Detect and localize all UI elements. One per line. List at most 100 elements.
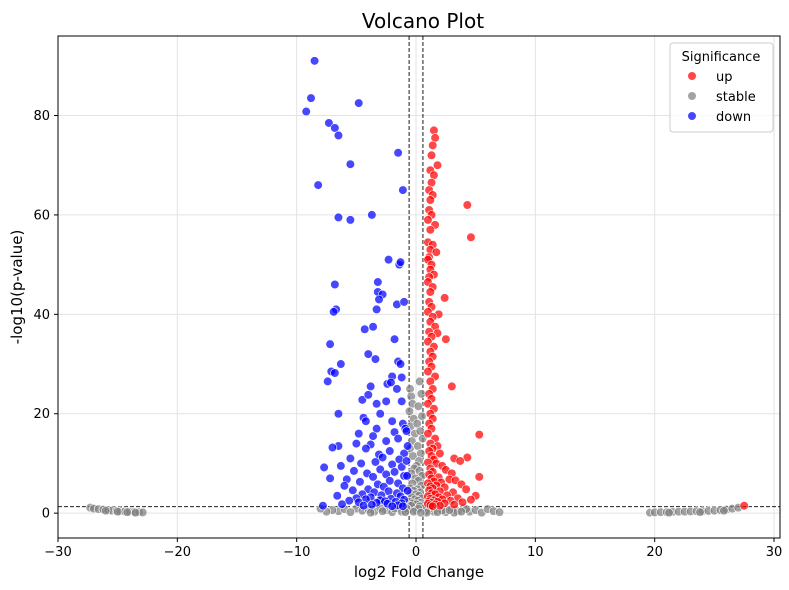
y-tick-label: 80 [33, 109, 50, 124]
point-down [401, 456, 412, 466]
point-down [301, 106, 311, 117]
point-up [440, 293, 450, 303]
point-down [398, 185, 408, 195]
point-stable [416, 508, 426, 518]
x-axis-ticks: −30 −20 −10 0 10 20 30 [44, 538, 782, 560]
point-up [466, 232, 476, 242]
point-down [351, 438, 361, 449]
y-tick-label: 40 [33, 308, 50, 323]
point-down [348, 485, 358, 495]
point-down [332, 491, 342, 501]
point-down [381, 396, 391, 406]
point-up [423, 399, 433, 409]
point-stable [378, 506, 388, 516]
point-stable [130, 508, 141, 518]
x-tick-label: −30 [44, 545, 71, 560]
point-down [370, 354, 381, 364]
point-down [368, 322, 378, 332]
legend-box [669, 42, 774, 133]
point-down [402, 471, 412, 481]
point-stable [719, 506, 729, 516]
point-down [319, 462, 329, 473]
point-down [358, 501, 369, 511]
point-down [336, 461, 346, 471]
point-down [345, 453, 355, 464]
point-down [361, 443, 371, 454]
point-down [333, 212, 344, 223]
x-tick-label: 0 [412, 545, 420, 560]
point-down [327, 442, 338, 453]
point-up [457, 497, 468, 507]
point-down [333, 130, 344, 141]
legend-marker-down [687, 111, 697, 121]
point-down [403, 441, 413, 451]
point-down [361, 416, 371, 426]
point-down [349, 466, 359, 476]
plot-frame [57, 35, 781, 539]
point-down [375, 464, 385, 475]
grid [57, 36, 780, 538]
point-down [370, 457, 381, 467]
point-down [306, 93, 316, 103]
y-axis-label: -log10(p-value) [8, 230, 26, 345]
x-axis-label: log2 Fold Change [354, 563, 484, 581]
point-down [368, 431, 378, 441]
point-down [330, 123, 340, 133]
point-stable [405, 384, 415, 394]
point-down [357, 395, 367, 405]
point-stable [101, 506, 111, 516]
point-up [428, 140, 438, 150]
point-up [435, 448, 445, 459]
legend-label-up: up [716, 70, 733, 85]
point-down [395, 257, 406, 267]
point-down [329, 307, 339, 317]
point-stable [366, 508, 376, 518]
x-tick-label: −10 [283, 545, 310, 560]
point-up [431, 247, 441, 257]
x-tick-label: 10 [527, 545, 544, 560]
point-down [363, 349, 373, 359]
chart-title: Volcano Plot [362, 9, 484, 33]
point-up [425, 195, 435, 205]
y-axis-ticks: 0 20 40 60 80 [33, 109, 58, 522]
point-down [330, 279, 340, 290]
y-tick-label: 20 [33, 407, 50, 422]
point-down [393, 433, 403, 444]
point-down [366, 381, 376, 392]
point-up [441, 334, 451, 344]
point-up [449, 500, 459, 510]
point-up [466, 495, 476, 505]
point-stable [345, 507, 355, 517]
point-down [375, 409, 385, 419]
point-down [325, 339, 335, 349]
point-stable [413, 401, 424, 411]
point-down [373, 277, 383, 287]
x-tick-label: 30 [766, 545, 783, 560]
point-down [389, 334, 400, 344]
point-down [374, 294, 384, 305]
point-up [425, 225, 435, 235]
point-down [398, 501, 408, 511]
point-down [401, 426, 412, 436]
data-points [85, 56, 749, 518]
point-up [474, 472, 484, 482]
point-down [395, 359, 406, 369]
point-down [325, 473, 335, 483]
point-down [387, 416, 397, 426]
point-down [336, 359, 346, 369]
point-down [339, 481, 350, 491]
legend-label-down: down [716, 110, 751, 125]
point-down [368, 472, 378, 482]
point-down [393, 148, 403, 158]
point-up [429, 125, 439, 136]
point-down [372, 424, 382, 434]
point-stable [416, 389, 426, 399]
point-down [363, 390, 373, 400]
point-down [372, 304, 382, 314]
point-stable [113, 507, 123, 517]
legend: Significance up stable down [669, 42, 774, 133]
point-down [323, 376, 333, 387]
point-down [355, 477, 365, 487]
point-down [386, 377, 396, 388]
